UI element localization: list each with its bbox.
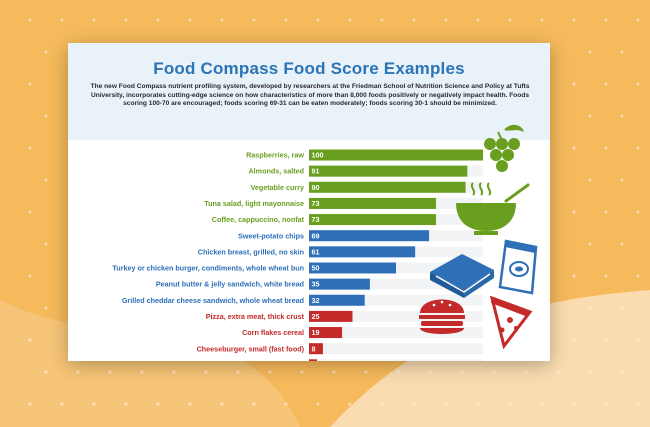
bar-value-label: 73 bbox=[312, 199, 320, 208]
bar-track bbox=[309, 359, 483, 361]
bar-value-label: 1 bbox=[312, 360, 316, 361]
category-label: Chicken breast, grilled, no skin bbox=[198, 247, 304, 256]
category-label: Coffee, cappuccino, nonfat bbox=[212, 215, 305, 224]
bar-value-label: 8 bbox=[312, 344, 316, 353]
bar bbox=[309, 197, 437, 209]
bar-value-label: 69 bbox=[312, 231, 320, 240]
bar-track bbox=[309, 294, 483, 306]
category-label: Instant noodle soup bbox=[236, 360, 305, 361]
bar bbox=[309, 359, 317, 361]
description-text: The new Food Compass nutrient profiling … bbox=[90, 83, 530, 108]
bar bbox=[309, 214, 437, 226]
bar bbox=[309, 262, 396, 274]
bar bbox=[309, 149, 483, 161]
category-label: Raspberries, raw bbox=[246, 151, 304, 160]
category-label: Cheeseburger, small (fast food) bbox=[197, 344, 305, 353]
bar bbox=[309, 278, 370, 290]
page-title: Food Compass Food Score Examples bbox=[153, 59, 465, 78]
bar-value-label: 73 bbox=[312, 215, 320, 224]
category-label: Almonds, salted bbox=[248, 167, 304, 176]
category-label: Grilled cheddar cheese sandwich, whole w… bbox=[122, 296, 304, 305]
card-header: Food Compass Food Score Examples The new… bbox=[68, 43, 550, 140]
bar bbox=[309, 246, 416, 258]
bar-value-label: 91 bbox=[312, 167, 320, 176]
bar bbox=[309, 165, 468, 177]
category-label: Sweet-potato chips bbox=[238, 231, 304, 240]
category-label: Corn flakes cereal bbox=[242, 328, 304, 337]
category-label: Turkey or chicken burger, condiments, wh… bbox=[112, 264, 304, 273]
bar-value-label: 25 bbox=[312, 312, 320, 321]
category-label: Pizza, extra meat, thick crust bbox=[206, 312, 305, 321]
bar-value-label: 35 bbox=[312, 280, 320, 289]
bar-value-label: 100 bbox=[312, 151, 324, 160]
bar-track bbox=[309, 278, 483, 290]
bar bbox=[309, 294, 365, 306]
bar bbox=[309, 327, 343, 339]
category-label: Peanut butter & jelly sandwich, white br… bbox=[156, 280, 304, 289]
bar-value-label: 90 bbox=[312, 183, 320, 192]
bar-track bbox=[309, 343, 483, 355]
bar bbox=[309, 343, 323, 355]
bar bbox=[309, 181, 466, 193]
category-label: Tuna salad, light mayonnaise bbox=[204, 199, 304, 208]
bar-value-label: 32 bbox=[312, 296, 320, 305]
bar-value-label: 19 bbox=[312, 328, 320, 337]
bar-track bbox=[309, 310, 483, 322]
bar-value-label: 61 bbox=[312, 247, 320, 256]
bar-track bbox=[309, 327, 483, 339]
bar-value-label: 50 bbox=[312, 264, 320, 273]
bar bbox=[309, 230, 430, 242]
food-score-chart: 100 Raspberries, raw 91 Almonds, salted 90 Ve… bbox=[112, 149, 483, 361]
bar bbox=[309, 310, 353, 322]
category-label: Vegetable curry bbox=[250, 183, 304, 192]
